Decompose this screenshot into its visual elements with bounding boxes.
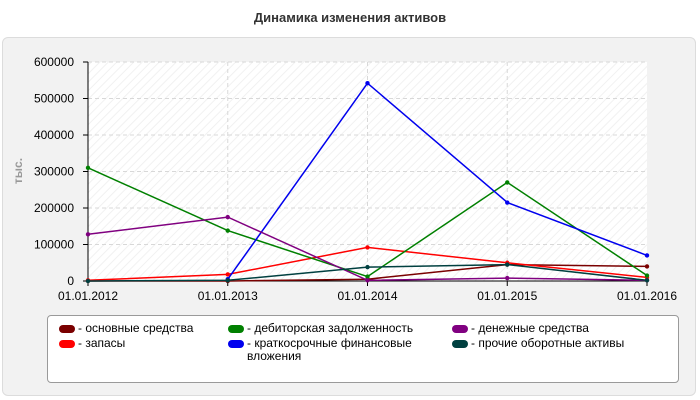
- data-point: [225, 228, 230, 233]
- y-tick-label: 600000: [34, 55, 74, 69]
- data-point: [85, 232, 91, 237]
- data-point: [225, 214, 230, 220]
- legend-label: - дебиторская задолженность: [247, 321, 414, 335]
- legend-label: - запасы: [78, 336, 126, 350]
- x-tick-label: 01.01.2013: [198, 289, 258, 303]
- series-lines: [85, 80, 650, 284]
- data-point: [225, 278, 230, 283]
- y-axis-title: тыс.: [11, 158, 25, 184]
- grid-lines: [88, 61, 647, 281]
- legend-item: - денежные средства: [452, 322, 589, 335]
- legend-item: - прочие оборотные активы: [452, 337, 624, 350]
- data-point: [505, 275, 510, 281]
- data-point: [644, 273, 650, 278]
- legend-swatch: [228, 340, 244, 348]
- legend-swatch: [59, 340, 75, 348]
- x-tick-label: 01.01.2014: [337, 289, 397, 303]
- x-tick-label: 01.01.2016: [617, 289, 677, 303]
- legend-label: - денежные средства: [471, 321, 589, 335]
- data-point: [365, 274, 370, 279]
- legend-swatch: [452, 325, 468, 333]
- tick-labels: 0 100000 200000 300000 400000 500000 600000 01.…: [34, 55, 677, 303]
- legend-swatch: [228, 325, 244, 333]
- y-tick-label: 300000: [34, 165, 74, 179]
- series-line: [227, 82, 648, 280]
- x-tick-label: 01.01.2012: [58, 289, 118, 303]
- legend: - основные средства - запасы - дебиторская…: [47, 315, 679, 383]
- y-tick-label: 400000: [34, 128, 74, 142]
- legend-item: - дебиторская задолженность: [228, 322, 413, 335]
- data-point: [365, 264, 370, 270]
- data-point: [505, 200, 510, 205]
- legend-item: - запасы: [59, 337, 125, 350]
- chart-title: Динамика изменения активов: [253, 10, 447, 25]
- y-tick-label: 100000: [34, 238, 74, 252]
- data-point: [644, 278, 650, 283]
- data-point: [505, 180, 510, 185]
- data-point: [365, 278, 370, 283]
- y-tick-label: 0: [67, 274, 74, 288]
- legend-label: - краткосрочные финансовые вложения: [247, 336, 412, 363]
- data-point: [225, 272, 230, 277]
- x-tick-label: 01.01.2015: [477, 289, 537, 303]
- legend-swatch: [452, 340, 468, 348]
- data-point: [644, 253, 650, 258]
- y-tick-label: 500000: [34, 92, 74, 106]
- legend-swatch: [59, 325, 75, 333]
- legend-item: - краткосрочные финансовые вложения: [228, 337, 443, 363]
- data-point: [505, 262, 510, 267]
- legend-item: - основные средства: [59, 322, 193, 335]
- legend-label: - прочие оборотные активы: [471, 336, 625, 350]
- legend-label: - основные средства: [78, 321, 194, 335]
- data-point: [85, 278, 91, 284]
- data-point: [85, 165, 91, 171]
- y-tick-label: 200000: [34, 201, 74, 215]
- data-point: [365, 80, 370, 86]
- data-point: [644, 264, 650, 269]
- data-point: [365, 245, 370, 250]
